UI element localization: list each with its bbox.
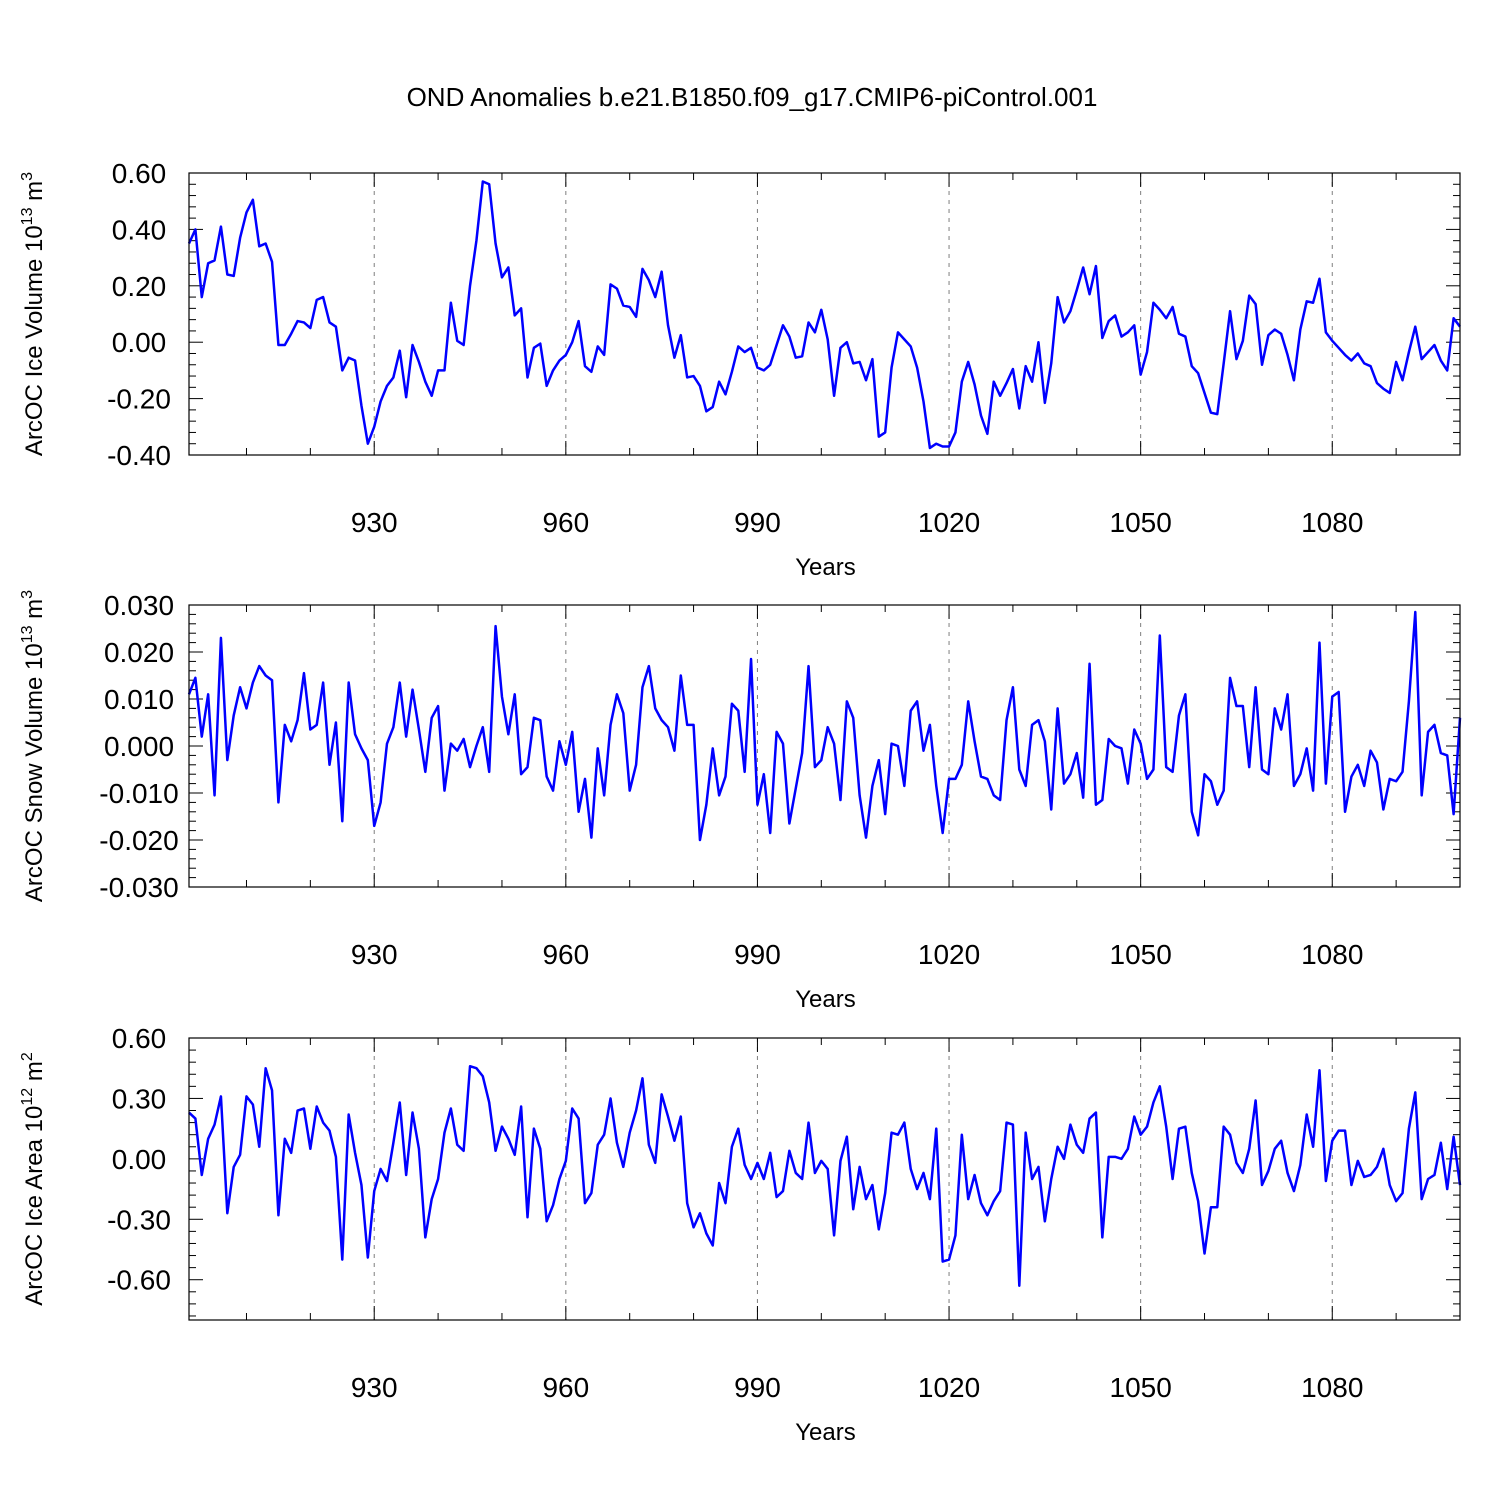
y-axis-title-text: m xyxy=(21,1061,48,1088)
y-axis-title-text: m xyxy=(21,181,48,208)
y-tick-label: -0.20 xyxy=(107,384,171,415)
series-line-ice-area xyxy=(188,1064,1462,1288)
x-tick-label: 1050 xyxy=(1110,1372,1172,1403)
plot-ice-area: -0.60 -0.30 0.00 0.30 0.60 930 960 990 1020 1050 1… xyxy=(19,1023,1462,1446)
plot-frame xyxy=(188,604,1461,888)
figure-title: OND Anomalies b.e21.B1850.f09_g17.CMIP6-… xyxy=(407,82,1098,112)
y-tick-label: 0.30 xyxy=(112,1083,167,1114)
x-tick-label: 930 xyxy=(351,1372,398,1403)
x-tick-label: 1050 xyxy=(1110,507,1172,538)
plot-ice-volume: -0.40 -0.20 0.00 0.20 0.40 0.60 930 960 990 1020 1… xyxy=(19,158,1461,581)
y-tick-label: 0.00 xyxy=(112,1144,167,1175)
y-axis-title-text: m xyxy=(21,599,48,626)
plot-frame xyxy=(188,172,1461,456)
x-axis-title: Years xyxy=(795,1419,856,1446)
y-tick-label: 0.00 xyxy=(112,327,167,358)
y-axis-title: ArcOC Ice Volume 1013 m3 xyxy=(19,172,48,456)
y-tick-label: -0.40 xyxy=(107,440,171,471)
y-tick-label: 0.000 xyxy=(104,731,174,762)
x-tick-label: 1020 xyxy=(918,1372,980,1403)
x-tick-label: 1080 xyxy=(1301,939,1363,970)
x-tick-label: 990 xyxy=(734,939,781,970)
y-axis-title-superscript: 3 xyxy=(19,590,36,599)
y-axis-title-text: ArcOC Ice Area 10 xyxy=(21,1106,48,1306)
x-tick-label: 960 xyxy=(542,507,589,538)
y-axis-title-superscript: 2 xyxy=(19,1052,36,1061)
x-tick-label: 930 xyxy=(351,507,398,538)
x-axis-title: Years xyxy=(795,986,856,1013)
y-tick-label: 0.60 xyxy=(112,1023,167,1054)
y-tick-label: 0.020 xyxy=(104,637,174,668)
y-axis-title-superscript: 13 xyxy=(19,207,36,225)
x-tick-label: 1020 xyxy=(918,939,980,970)
x-tick-label: 960 xyxy=(542,1372,589,1403)
y-tick-label: 0.010 xyxy=(104,684,174,715)
y-axis-title-text: ArcOC Snow Volume 10 xyxy=(21,643,48,902)
y-tick-label: 0.20 xyxy=(112,271,167,302)
y-tick-label: -0.030 xyxy=(99,872,178,903)
x-tick-label: 990 xyxy=(734,1372,781,1403)
y-tick-label: -0.30 xyxy=(107,1204,171,1235)
y-tick-label: -0.60 xyxy=(107,1265,171,1296)
x-tick-label: 1080 xyxy=(1301,1372,1363,1403)
y-axis-title-text: ArcOC Ice Volume 10 xyxy=(21,225,48,456)
y-axis-title-superscript: 3 xyxy=(19,172,36,181)
x-tick-label: 930 xyxy=(351,939,398,970)
plot-snow-volume: -0.030 -0.020 -0.010 0.000 0.010 0.020 0.030 93… xyxy=(19,590,1462,1013)
y-axis-title-superscript: 13 xyxy=(19,625,36,643)
y-axis-title: ArcOC Snow Volume 1013 m3 xyxy=(19,590,48,902)
x-tick-label: 960 xyxy=(542,939,589,970)
x-tick-label: 1080 xyxy=(1301,507,1363,538)
x-tick-label: 990 xyxy=(734,507,781,538)
y-tick-label: 0.60 xyxy=(112,158,167,189)
x-axis-title: Years xyxy=(795,554,856,581)
plot-frame xyxy=(188,1037,1461,1321)
x-tick-label: 1020 xyxy=(918,507,980,538)
y-tick-label: -0.020 xyxy=(99,825,178,856)
y-axis-title-superscript: 12 xyxy=(19,1088,36,1106)
y-axis-title: ArcOC Ice Area 1012 m2 xyxy=(19,1052,48,1306)
series-line-snow-volume xyxy=(187,610,1462,842)
y-tick-label: -0.010 xyxy=(99,778,178,809)
x-tick-label: 1050 xyxy=(1110,939,1172,970)
y-tick-label: 0.030 xyxy=(104,590,174,621)
series-line-ice-volume xyxy=(187,180,1461,450)
y-tick-label: 0.40 xyxy=(112,214,167,245)
